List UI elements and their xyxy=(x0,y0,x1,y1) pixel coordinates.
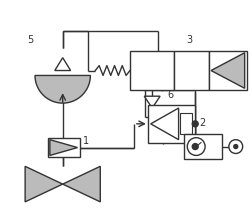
Bar xyxy=(130,51,174,90)
Polygon shape xyxy=(25,166,63,202)
Circle shape xyxy=(187,138,205,155)
Polygon shape xyxy=(35,75,90,103)
Bar xyxy=(184,134,222,159)
Text: 6: 6 xyxy=(168,90,174,100)
Text: 1: 1 xyxy=(82,136,88,146)
Bar xyxy=(209,51,247,90)
Circle shape xyxy=(192,121,198,127)
Text: 2: 2 xyxy=(199,118,205,128)
Circle shape xyxy=(192,144,198,150)
Polygon shape xyxy=(50,140,78,155)
Bar xyxy=(180,113,192,134)
Polygon shape xyxy=(63,166,100,202)
Text: 5: 5 xyxy=(27,35,33,45)
Polygon shape xyxy=(151,108,178,140)
Circle shape xyxy=(229,140,243,153)
Polygon shape xyxy=(211,53,245,88)
Bar xyxy=(48,138,80,157)
Circle shape xyxy=(234,144,238,149)
Text: 3: 3 xyxy=(186,35,192,45)
Polygon shape xyxy=(55,58,70,71)
Bar xyxy=(148,105,195,143)
Polygon shape xyxy=(144,96,160,108)
Bar xyxy=(174,51,209,90)
